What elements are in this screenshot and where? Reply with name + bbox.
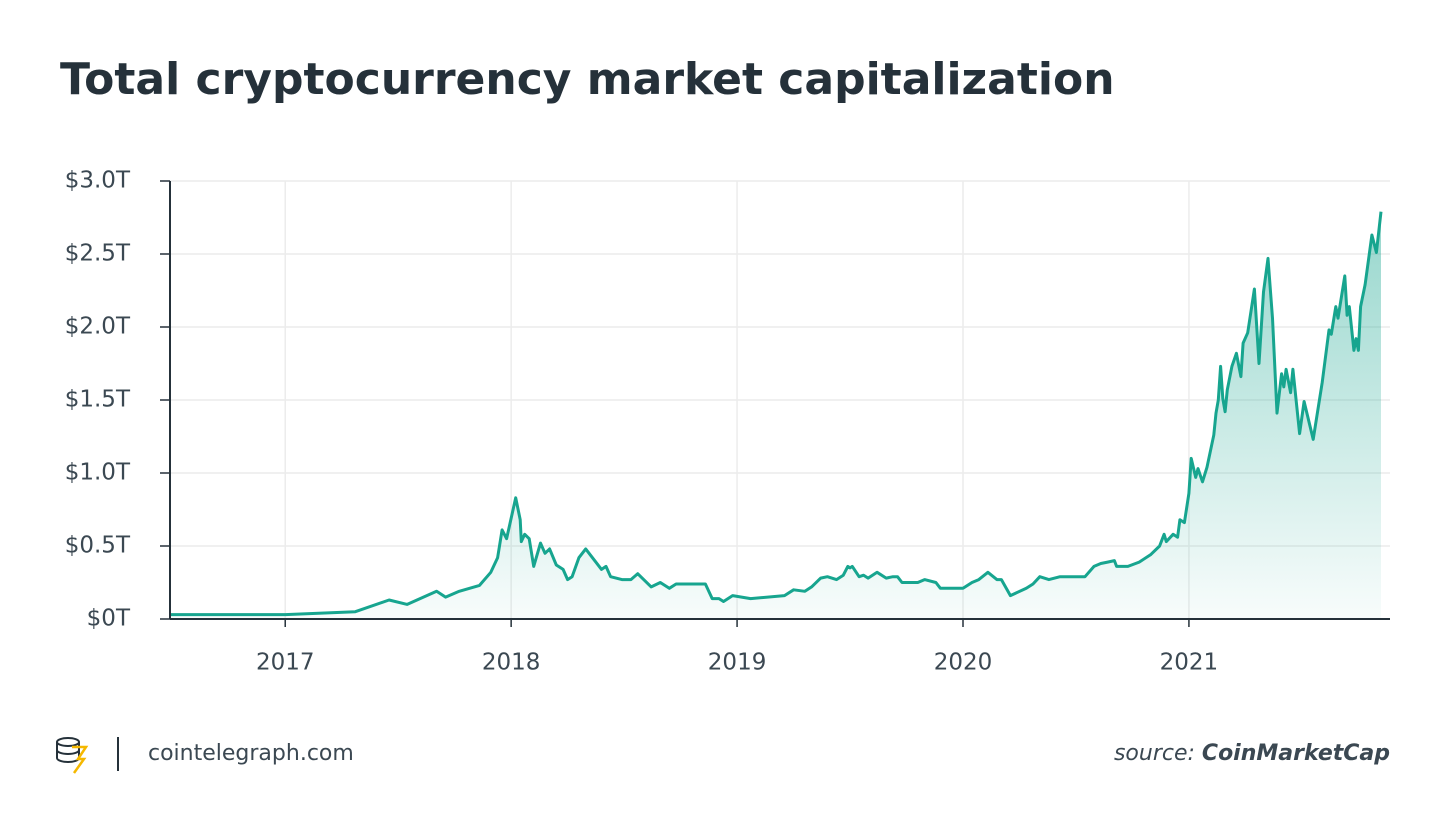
- x-tick-label: 2021: [1160, 650, 1219, 676]
- source: source: CoinMarketCap: [1114, 741, 1390, 766]
- x-tick-label: 2020: [934, 650, 993, 676]
- y-tick-label: $1.0T: [65, 460, 131, 486]
- chart-title: Total cryptocurrency market capitalizati…: [60, 54, 1115, 105]
- x-tick-label: 2018: [482, 650, 541, 676]
- y-tick-label: $2.0T: [65, 314, 131, 340]
- line: [170, 211, 1383, 617]
- logo: [56, 737, 89, 774]
- y-tick-label: $3.0T: [65, 168, 131, 194]
- y-tick-label: $0.5T: [65, 533, 131, 559]
- y-tick-label: $1.5T: [65, 387, 131, 413]
- site-name: cointelegraph.com: [148, 741, 354, 766]
- source-label: source:: [1114, 741, 1195, 766]
- y-tick-label: $2.5T: [65, 241, 131, 267]
- area: [170, 211, 1381, 619]
- y-tick-label: $0T: [87, 606, 131, 632]
- x-tick-label: 2017: [256, 650, 315, 676]
- source-name: CoinMarketCap: [1202, 741, 1390, 766]
- x-tick-label: 2019: [708, 650, 767, 676]
- plot: $0T $0.5T $1.0T $1.5T $2.0T $2.5T $3.0T 2017 201…: [65, 168, 1390, 676]
